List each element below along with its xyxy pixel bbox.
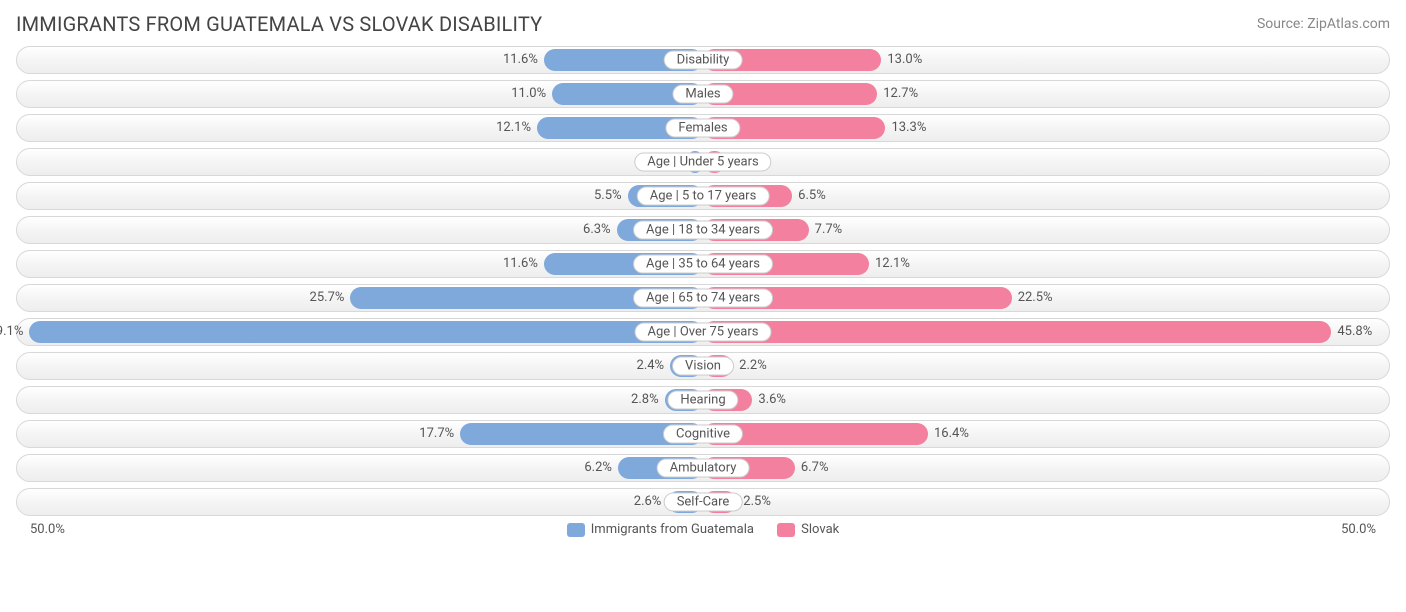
table-row: 1.2%1.7%Age | Under 5 years <box>16 148 1390 176</box>
category-label: Vision <box>672 357 734 376</box>
value-right: 12.7% <box>883 81 918 107</box>
value-right: 16.4% <box>934 421 969 447</box>
value-right: 6.5% <box>798 183 826 209</box>
category-label: Ambulatory <box>657 459 750 478</box>
table-row: 17.7% 16.4% Cognitive <box>16 420 1390 448</box>
legend-label-right: Slovak <box>801 522 839 537</box>
value-left: 11.6% <box>503 251 538 277</box>
category-label: Age | 5 to 17 years <box>637 187 770 206</box>
value-right: 2.2% <box>739 353 767 379</box>
table-row: 5.5% 6.5% Age | 5 to 17 years <box>16 182 1390 210</box>
table-row: 11.0% 12.7% Males <box>16 80 1390 108</box>
category-label: Age | 65 to 74 years <box>633 289 773 308</box>
category-label: Females <box>665 119 740 138</box>
legend-swatch-left <box>567 523 585 537</box>
value-left: 2.8% <box>631 387 659 413</box>
axis-left-max: 50.0% <box>30 522 65 537</box>
category-label: Cognitive <box>663 425 743 444</box>
category-label: Males <box>672 85 733 104</box>
value-left: 25.7% <box>310 285 345 311</box>
category-label: Self-Care <box>664 493 743 512</box>
category-label: Age | 18 to 34 years <box>633 221 773 240</box>
table-row: 6.3% 7.7% Age | 18 to 34 years <box>16 216 1390 244</box>
table-row: 11.6% 13.0% Disability <box>16 46 1390 74</box>
legend-swatch-right <box>777 523 795 537</box>
table-row: 2.4% 2.2% Vision <box>16 352 1390 380</box>
table-row: 2.8% 3.6% Hearing <box>16 386 1390 414</box>
value-left: 2.4% <box>637 353 665 379</box>
legend-label-left: Immigrants from Guatemala <box>591 522 754 537</box>
legend-item-left: Immigrants from Guatemala <box>567 522 754 537</box>
value-right: 2.5% <box>743 489 771 515</box>
value-right: 6.7% <box>801 455 829 481</box>
category-label: Age | 35 to 64 years <box>633 255 773 274</box>
table-row: 2.6% 2.5%Self-Care <box>16 488 1390 516</box>
value-right: 22.5% <box>1018 285 1053 311</box>
bar-right <box>703 321 1331 343</box>
value-right: 12.1% <box>875 251 910 277</box>
header: IMMIGRANTS FROM GUATEMALA VS SLOVAK DISA… <box>16 12 1390 36</box>
value-left: 11.6% <box>503 47 538 73</box>
table-row: 12.1% 13.3% Females <box>16 114 1390 142</box>
value-left: 6.2% <box>584 455 612 481</box>
source-label: Source: ZipAtlas.com <box>1257 16 1390 32</box>
table-row: 25.7% 22.5% Age | 65 to 74 years <box>16 284 1390 312</box>
category-label: Age | Under 5 years <box>634 153 771 172</box>
category-label: Age | Over 75 years <box>635 323 772 342</box>
value-left: 6.3% <box>583 217 611 243</box>
table-row: 6.2% 6.7% Ambulatory <box>16 454 1390 482</box>
value-left: 11.0% <box>511 81 546 107</box>
axis: 50.0% Immigrants from Guatemala Slovak 5… <box>16 522 1390 546</box>
legend: Immigrants from Guatemala Slovak <box>16 522 1390 541</box>
value-right: 13.0% <box>887 47 922 73</box>
axis-right-max: 50.0% <box>1341 522 1376 537</box>
diverging-bar-chart: 11.6% 13.0% Disability 11.0% 12.7% Males 12.1%… <box>16 46 1390 516</box>
bar-left <box>29 321 703 343</box>
table-row: 49.1%45.8%Age | Over 75 years <box>16 318 1390 346</box>
table-row: 11.6% 12.1% Age | 35 to 64 years <box>16 250 1390 278</box>
category-label: Disability <box>664 51 743 70</box>
value-right: 3.6% <box>758 387 786 413</box>
category-label: Hearing <box>667 391 738 410</box>
legend-item-right: Slovak <box>777 522 839 537</box>
value-right: 7.7% <box>815 217 843 243</box>
value-left: 49.1% <box>0 319 23 345</box>
value-left: 5.5% <box>594 183 622 209</box>
value-left: 17.7% <box>419 421 454 447</box>
value-right: 13.3% <box>891 115 926 141</box>
page-title: IMMIGRANTS FROM GUATEMALA VS SLOVAK DISA… <box>16 12 542 36</box>
value-left: 2.6% <box>634 489 662 515</box>
value-left: 12.1% <box>496 115 531 141</box>
value-right: 45.8% <box>1337 319 1372 345</box>
